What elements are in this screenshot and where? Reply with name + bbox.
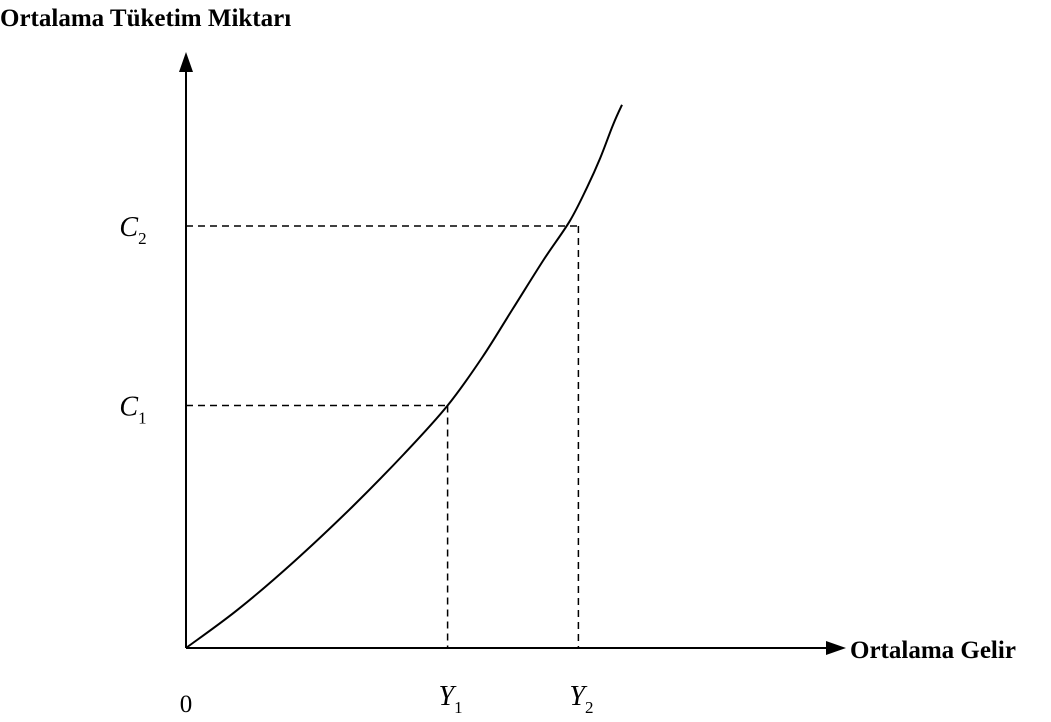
y-axis-arrowhead xyxy=(179,52,193,72)
y-tick-2-symbol: C xyxy=(119,212,138,243)
x-tick-labels: Y1 Y2 xyxy=(439,681,594,717)
curve-layer xyxy=(186,105,622,648)
axes xyxy=(179,52,846,655)
x-tick-2-subscript: 2 xyxy=(585,698,594,717)
y-tick-1-symbol: C xyxy=(119,392,138,423)
y-tick-1-subscript: 1 xyxy=(138,409,147,428)
x-tick-1-subscript: 1 xyxy=(454,698,463,717)
reference-guides xyxy=(186,226,578,648)
x-axis-title: Ortalama Gelir xyxy=(850,637,1016,664)
y-tick-1: C1 xyxy=(119,392,146,428)
consumption-curve xyxy=(186,105,622,648)
y-axis-title: Ortalama Tüketim Miktarı xyxy=(0,5,291,32)
x-axis-arrowhead xyxy=(826,641,846,655)
x-tick-1: Y1 xyxy=(439,681,463,717)
origin-label: 0 xyxy=(180,691,193,718)
x-tick-2: Y2 xyxy=(569,681,593,717)
y-tick-2-subscript: 2 xyxy=(138,229,147,248)
y-tick-2: C2 xyxy=(119,212,146,248)
